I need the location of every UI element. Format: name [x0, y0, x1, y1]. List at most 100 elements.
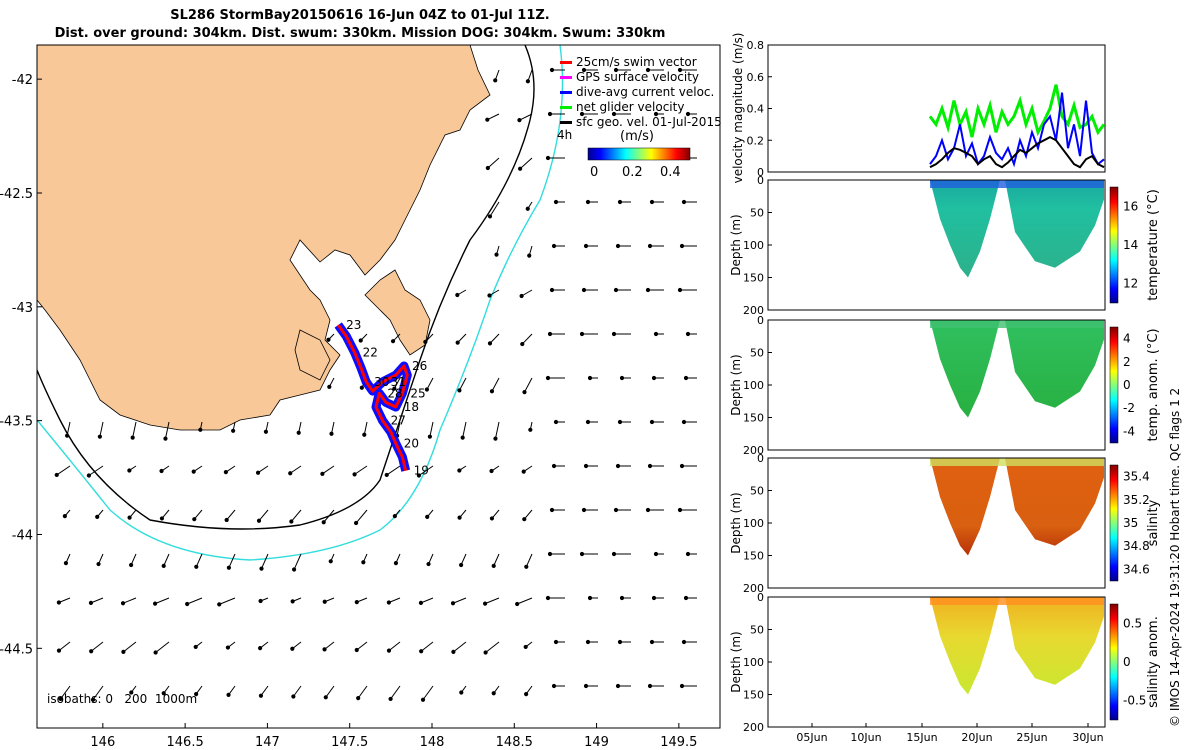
velocity-arrow — [455, 289, 467, 298]
velocity-arrow — [224, 509, 236, 523]
colorbar-label: salinity anom. — [1146, 616, 1161, 708]
velocity-arrow — [198, 421, 203, 432]
velocity-arrow — [587, 375, 598, 381]
velocity-arrow — [362, 421, 368, 437]
velocity-arrow — [579, 551, 598, 557]
depth-tick-label: 200 — [743, 444, 764, 457]
velocity-arrow — [194, 685, 203, 697]
date-tick-label: 10Jun — [850, 731, 881, 744]
velocity-arrow — [323, 685, 335, 700]
velocity-arrow — [619, 595, 631, 601]
date-tick-label: 30Jun — [1072, 731, 1103, 744]
map-ytick-label: -44.5 — [0, 642, 33, 657]
velocity-arrow — [547, 551, 565, 557]
velocity-arrow — [645, 507, 664, 513]
velocity-arrow — [523, 641, 533, 650]
velocity-arrow — [320, 465, 335, 476]
velocity-arrow — [56, 597, 71, 605]
velocity-arrow — [450, 597, 467, 606]
velocity-arrow — [388, 685, 401, 702]
velocity-arrow — [426, 553, 434, 567]
isobaths-label: isobaths: 0 200 1000m — [47, 692, 198, 706]
vel-ytick-label: 0.8 — [747, 39, 765, 52]
velocity-arrow — [681, 639, 697, 645]
velocity-arrow — [129, 553, 137, 568]
velocity-arrow — [129, 685, 137, 695]
depth-tick-label: 200 — [743, 721, 764, 734]
velocity-arrow — [423, 333, 434, 345]
colorbar-tick-label: 35 — [1123, 516, 1138, 530]
legend-time: 4h — [557, 128, 573, 142]
velocity-arrow — [161, 553, 170, 568]
vel-series-line — [929, 135, 1105, 169]
velocity-arrow — [321, 509, 335, 525]
colorbar-tick-label: 34.6 — [1123, 562, 1150, 576]
colorbar-tick-label: 12 — [1123, 277, 1138, 291]
track-label: 23 — [346, 318, 361, 332]
map-xtick-label: 148 — [420, 735, 445, 750]
velocity-arrow — [487, 289, 500, 298]
velocity-arrow — [489, 509, 500, 521]
velocity-arrow — [291, 553, 302, 572]
velocity-arrow — [322, 597, 335, 604]
velocity-arrow — [551, 683, 565, 689]
colorbar-tick-label: 0.5 — [1123, 616, 1142, 630]
velocity-arrow — [677, 67, 697, 73]
colorbar-tick-label: -0.5 — [1123, 694, 1146, 708]
velocity-arrow — [258, 597, 269, 604]
colorbar-tick-label: 34.8 — [1123, 539, 1150, 553]
date-tick-label: 20Jun — [961, 731, 992, 744]
velocity-arrow — [679, 683, 697, 689]
velocity-arrow — [361, 553, 368, 565]
map-ytick-label: -42.5 — [0, 187, 33, 202]
map-xtick-label: 146.5 — [167, 735, 204, 750]
velocity-arrow — [424, 377, 434, 392]
velocity-arrow — [56, 641, 71, 653]
velocity-arrow — [485, 113, 500, 122]
tasmania-land — [37, 45, 491, 431]
velocity-arrow — [419, 641, 434, 654]
velocity-arrow — [581, 287, 598, 293]
colorbar-tick-label: 14 — [1123, 238, 1138, 252]
depth-tick-label: 100 — [743, 656, 764, 669]
velocity-arrow — [425, 509, 434, 519]
depth-panel: 0 50 100 150 200 Depth (m) -4 -2 0 2 4 temp. anom. … — [729, 314, 1161, 457]
figure-title-line2: Dist. over ground: 304km. Dist. swum: 33… — [54, 26, 666, 41]
section-fill — [930, 320, 1104, 418]
velocity-arrow — [493, 421, 500, 441]
map-ytick-label: -44 — [12, 528, 33, 543]
velocity-arrow — [460, 421, 467, 440]
velocity-arrow — [96, 553, 104, 567]
velocity-arrow — [685, 111, 697, 117]
velocity-arrow — [58, 685, 71, 702]
colorbar-tick-0: 0 — [590, 165, 599, 180]
velocity-arrow — [256, 509, 269, 523]
velocity-arrow — [217, 597, 236, 607]
legend-item-swim: 25cm/s swim vector — [560, 55, 722, 70]
velocity-arrow — [62, 509, 71, 519]
velocity-arrow — [386, 597, 401, 605]
velocity-arrow — [231, 421, 236, 433]
velocity-arrow — [525, 69, 533, 84]
depth-tick-label: 200 — [743, 582, 764, 595]
velocity-arrow — [611, 331, 631, 337]
velocity-arrow — [358, 333, 368, 343]
depth-tick-label: 50 — [750, 347, 764, 360]
velocity-arrow — [63, 553, 71, 566]
velocity-arrow — [611, 111, 631, 117]
track-label: 25 — [410, 386, 425, 400]
velocity-arrow — [653, 551, 664, 557]
colorbar-label: temperature (°C) — [1146, 189, 1161, 301]
velocity-arrow — [585, 419, 598, 425]
depth-tick-label: 150 — [743, 689, 764, 702]
velocity-arrow — [88, 597, 104, 605]
velocity-arrow — [524, 553, 533, 569]
velocity-arrow — [522, 377, 533, 395]
velocity-arrow — [226, 685, 236, 697]
velocity-arrow — [328, 553, 335, 564]
velocity-arrow — [225, 641, 236, 650]
legend-item-sfc: sfc geo. vel. 01-Jul-2015 — [560, 115, 722, 130]
map-xtick-label: 149.5 — [660, 735, 697, 750]
velocity-arrow — [483, 641, 500, 655]
